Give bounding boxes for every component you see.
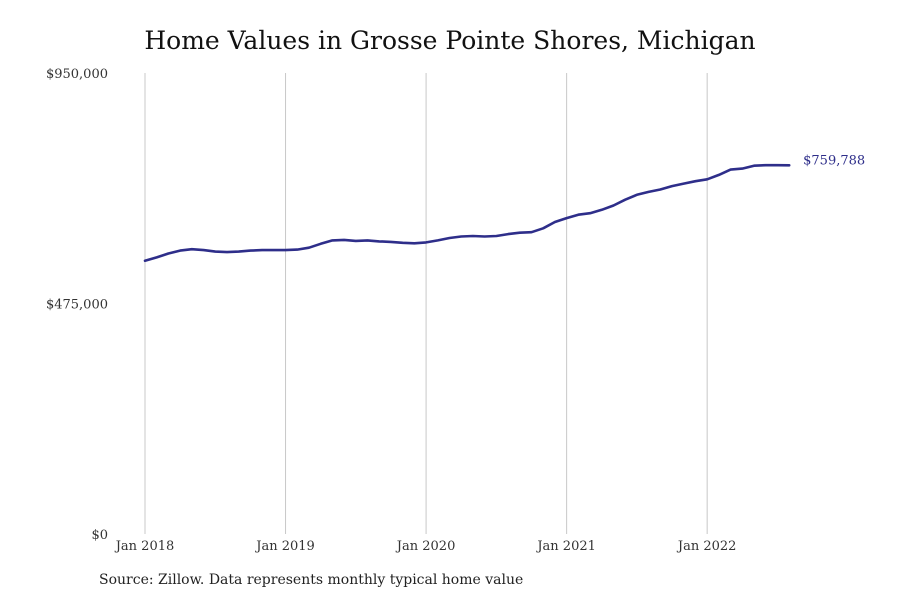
series-line [143, 163, 791, 263]
gridlines [144, 73, 708, 534]
y-tick-label: $950,000 [46, 67, 108, 82]
x-tick-label: Jan 2022 [676, 539, 737, 554]
y-tick-label: $0 [91, 528, 108, 543]
x-tick-label: Jan 2019 [254, 539, 315, 554]
series-layer [143, 163, 791, 263]
y-tick-label: $475,000 [46, 298, 108, 313]
x-axis-ticks: Jan 2018 Jan 2019 Jan 2020 Jan 2021 Jan 2022 [114, 539, 737, 554]
x-tick-label: Jan 2018 [114, 539, 175, 554]
x-tick-label: Jan 2020 [395, 539, 456, 554]
chart-title: Home Values in Grosse Pointe Shores, Mic… [144, 26, 756, 55]
x-tick-label: Jan 2021 [535, 539, 596, 554]
end-label-layer: $759,788 [803, 153, 865, 168]
y-axis-ticks: $0 $475,000 $950,000 [46, 67, 108, 543]
source-note: Source: Zillow. Data represents monthly … [99, 572, 524, 588]
end-value-label: $759,788 [803, 153, 865, 168]
